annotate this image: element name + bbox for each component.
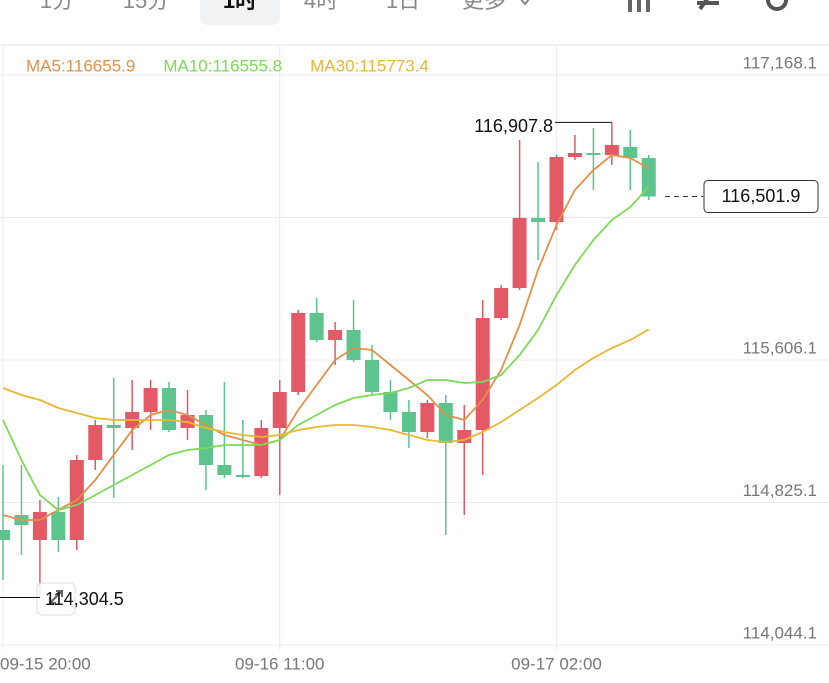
x-tick-label: 09-15 20:00 xyxy=(0,654,91,673)
tab[interactable]: 15分 xyxy=(123,0,169,13)
overlay: MA5:116655.9 MA10:116555.8 MA30:115773.4 11… xyxy=(0,56,819,609)
candle-body xyxy=(32,512,47,540)
candle-body xyxy=(0,530,10,540)
y-tick-label: 115,606.1 xyxy=(743,338,817,357)
candle-body xyxy=(549,157,564,223)
candle-body xyxy=(401,412,416,433)
candle-body xyxy=(162,387,177,430)
x-tick-label: 09-17 02:00 xyxy=(511,654,602,673)
last-price-box xyxy=(703,179,819,213)
candle-body xyxy=(365,360,379,393)
candle-body xyxy=(106,425,121,428)
tab[interactable]: 1日 xyxy=(386,0,420,13)
candle-body xyxy=(604,145,619,155)
indicator-icon[interactable] xyxy=(628,0,650,12)
candle-body xyxy=(88,425,103,460)
ma-line xyxy=(2,186,650,511)
candle-body xyxy=(291,312,306,393)
active-tab-bg xyxy=(200,0,280,25)
candle-body xyxy=(567,152,582,158)
candle-body xyxy=(475,317,490,430)
candle-body xyxy=(272,392,287,428)
legend-entry: MA30:115773.4 xyxy=(310,56,429,75)
candle-body xyxy=(420,402,435,433)
candle-body xyxy=(494,287,509,318)
expand-icon[interactable] xyxy=(49,590,63,604)
candle-body xyxy=(512,217,527,288)
plot: 114,044.1114,825.1115,606.1116,387.1117,… xyxy=(0,45,829,673)
candle-body xyxy=(254,427,269,477)
low-marker-label: 114,304.5 xyxy=(45,589,124,609)
legend-entry: MA5:116655.9 xyxy=(26,56,135,75)
candle-body xyxy=(217,465,232,475)
ma-line xyxy=(2,328,650,443)
expand-button[interactable] xyxy=(36,582,76,616)
last-price-label: 116,501.9 xyxy=(722,186,801,206)
legend-entry: MA10:116555.8 xyxy=(163,56,282,75)
candle-body xyxy=(531,217,546,223)
candle-body xyxy=(51,512,66,540)
candle-body xyxy=(346,330,361,360)
candle-body xyxy=(438,402,453,443)
dropdown-icon[interactable] xyxy=(520,0,530,6)
candle-body xyxy=(623,147,638,158)
ma-line xyxy=(2,154,650,521)
tab[interactable]: 1时 xyxy=(223,0,257,13)
x-tick-label: 09-16 11:00 xyxy=(235,654,324,673)
candle-body xyxy=(586,152,601,155)
candle-body xyxy=(328,330,343,340)
candle-body xyxy=(309,312,324,340)
tab[interactable]: 4时 xyxy=(304,0,338,13)
candle-body xyxy=(143,387,158,413)
tab[interactable]: 1分 xyxy=(40,0,74,13)
draw-icon[interactable] xyxy=(697,0,719,11)
tab[interactable]: 更多 xyxy=(462,0,506,13)
y-tick-label: 114,044.1 xyxy=(743,623,817,642)
settings-icon[interactable] xyxy=(766,0,788,11)
high-marker-label: 116,907.8 xyxy=(474,116,553,136)
candle-body xyxy=(383,392,398,413)
y-tick-label: 117,168.1 xyxy=(743,53,817,72)
candle-body xyxy=(641,157,656,197)
candle-body xyxy=(235,475,250,478)
y-tick-label: 114,825.1 xyxy=(743,481,817,500)
